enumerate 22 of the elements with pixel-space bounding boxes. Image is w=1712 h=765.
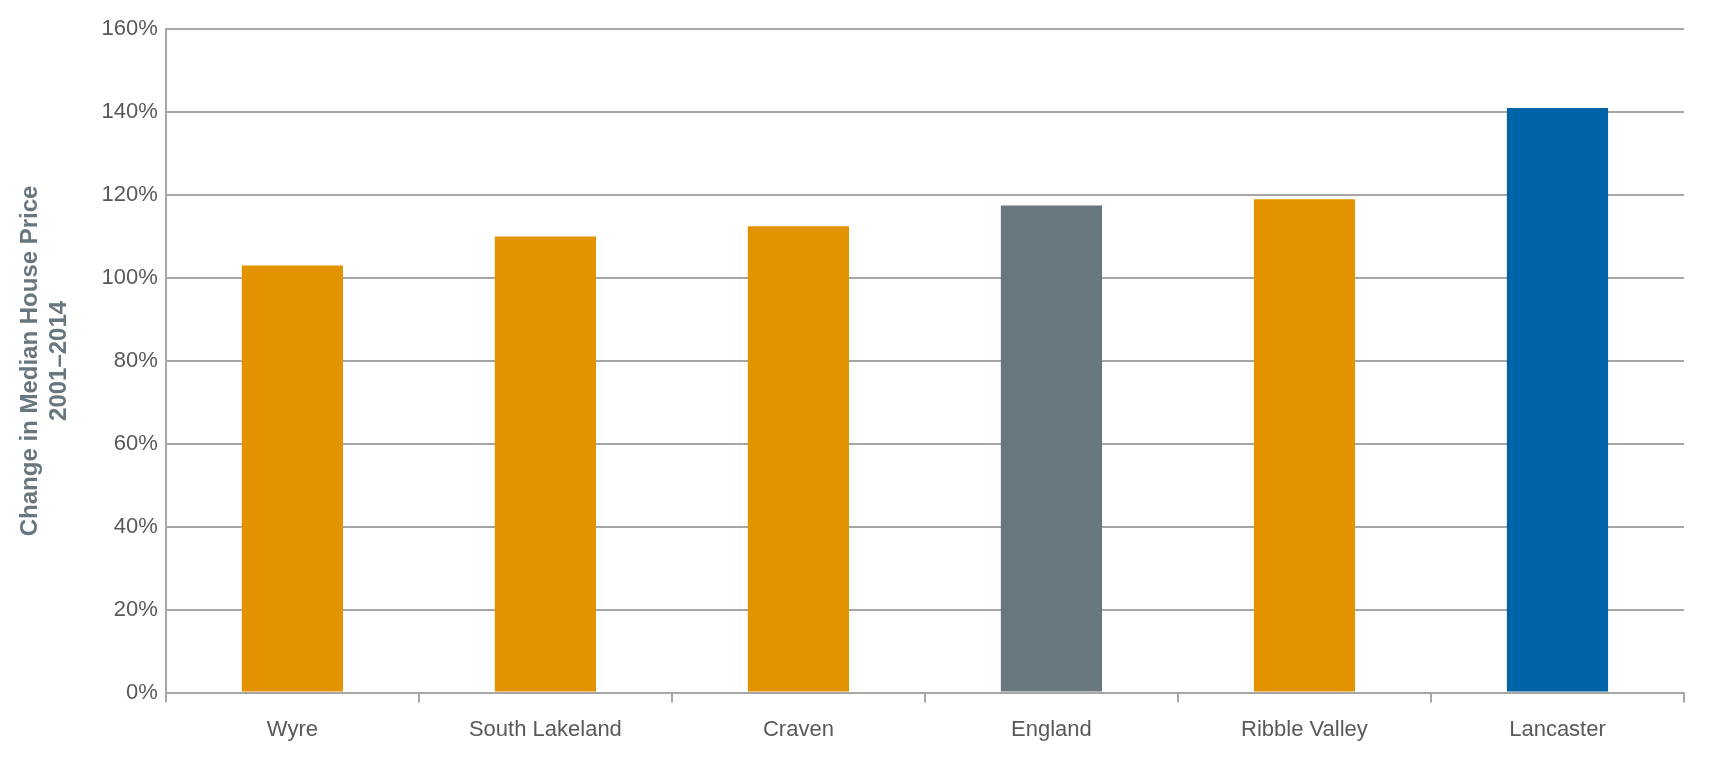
y-axis-title: Change in Median House Price 2001–2014 [15, 185, 71, 537]
y-tick-label: 60% [113, 429, 158, 455]
x-tick-label: Lancaster [1509, 715, 1606, 741]
bar [1506, 107, 1609, 692]
bar [1000, 205, 1103, 692]
y-tick-label: 160% [101, 15, 158, 41]
y-tick-label: 100% [101, 264, 158, 290]
bar [241, 265, 343, 692]
y-tick-label: 80% [113, 346, 158, 372]
x-tick-label: Wyre [266, 715, 318, 741]
y-tick-label: 20% [113, 595, 158, 621]
x-tick-label: South Lakeland [468, 715, 622, 741]
y-tick-label: 140% [101, 98, 158, 124]
y-tick-label: 0% [126, 678, 158, 704]
bar [1253, 199, 1356, 692]
bar [747, 226, 850, 692]
x-tick-label: England [1011, 715, 1092, 741]
y-tick-label: 40% [113, 512, 158, 538]
x-tick-label: Ribble Valley [1241, 715, 1368, 741]
y-tick-label: 120% [101, 181, 158, 207]
x-tick-label: Craven [762, 715, 834, 741]
bar [494, 236, 597, 692]
